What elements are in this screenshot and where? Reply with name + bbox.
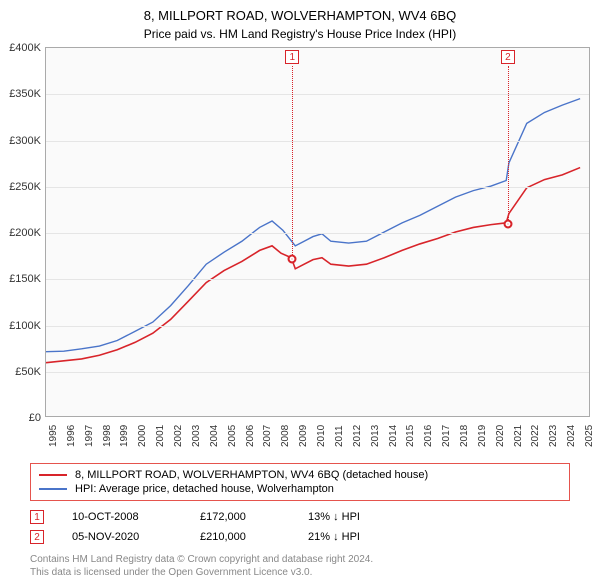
sale-row: 2 05-NOV-2020 £210,000 21% ↓ HPI xyxy=(30,527,570,547)
plot-area: £0£50K£100K£150K£200K£250K£300K£350K£400… xyxy=(45,47,590,417)
marker-line xyxy=(508,66,509,224)
y-tick-label: £0 xyxy=(29,412,41,424)
y-tick-label: £150K xyxy=(9,273,41,285)
x-tick-label: 1997 xyxy=(84,425,95,447)
x-tick-label: 1995 xyxy=(48,425,59,447)
x-tick-label: 2017 xyxy=(441,425,452,447)
sale-flag: 1 xyxy=(30,510,44,524)
legend-label: 8, MILLPORT ROAD, WOLVERHAMPTON, WV4 6BQ… xyxy=(75,469,428,481)
x-tick-label: 2009 xyxy=(298,425,309,447)
footnote-line: This data is licensed under the Open Gov… xyxy=(30,566,570,579)
x-axis-labels: 1995 1996 1997 1998 1999 2000 2001 2002 2003 2004… xyxy=(45,417,590,455)
x-tick-label: 2007 xyxy=(262,425,273,447)
sale-flag: 2 xyxy=(30,530,44,544)
x-tick-label: 2022 xyxy=(530,425,541,447)
chart-container: 8, MILLPORT ROAD, WOLVERHAMPTON, WV4 6BQ… xyxy=(0,0,600,560)
sales-table: 1 10-OCT-2008 £172,000 13% ↓ HPI 2 05-NOV-202… xyxy=(30,507,570,547)
x-tick-label: 2013 xyxy=(370,425,381,447)
x-tick-label: 2006 xyxy=(245,425,256,447)
legend-swatch xyxy=(39,474,67,476)
sale-date: 10-OCT-2008 xyxy=(72,511,172,523)
y-tick-label: £50K xyxy=(15,366,41,378)
series-hpi xyxy=(46,99,580,352)
marker-dot xyxy=(288,254,297,263)
x-tick-label: 2014 xyxy=(388,425,399,447)
x-tick-label: 1999 xyxy=(119,425,130,447)
x-tick-label: 2025 xyxy=(584,425,595,447)
y-tick-label: £100K xyxy=(9,320,41,332)
x-tick-label: 2005 xyxy=(227,425,238,447)
y-tick-label: £300K xyxy=(9,135,41,147)
x-tick-label: 2003 xyxy=(191,425,202,447)
marker-dot xyxy=(503,219,512,228)
legend-item: HPI: Average price, detached house, Wolv… xyxy=(39,482,561,496)
x-tick-label: 1998 xyxy=(102,425,113,447)
sale-date: 05-NOV-2020 xyxy=(72,531,172,543)
legend: 8, MILLPORT ROAD, WOLVERHAMPTON, WV4 6BQ… xyxy=(30,463,570,501)
sale-price: £172,000 xyxy=(200,511,280,523)
sale-diff: 21% ↓ HPI xyxy=(308,531,408,543)
x-tick-label: 2023 xyxy=(548,425,559,447)
x-tick-label: 2015 xyxy=(405,425,416,447)
marker-line xyxy=(292,66,293,259)
gridline xyxy=(46,279,589,280)
x-tick-label: 2000 xyxy=(137,425,148,447)
chart-title: 8, MILLPORT ROAD, WOLVERHAMPTON, WV4 6BQ xyxy=(0,0,600,23)
gridline xyxy=(46,326,589,327)
gridline xyxy=(46,372,589,373)
y-tick-label: £400K xyxy=(9,42,41,54)
sale-diff: 13% ↓ HPI xyxy=(308,511,408,523)
chart-subtitle: Price paid vs. HM Land Registry's House … xyxy=(0,23,600,47)
x-tick-label: 2002 xyxy=(173,425,184,447)
footnote: Contains HM Land Registry data © Crown c… xyxy=(30,553,570,579)
x-tick-label: 2011 xyxy=(334,425,345,447)
sale-row: 1 10-OCT-2008 £172,000 13% ↓ HPI xyxy=(30,507,570,527)
x-tick-label: 2016 xyxy=(423,425,434,447)
x-tick-label: 2001 xyxy=(155,425,166,447)
x-tick-label: 2010 xyxy=(316,425,327,447)
x-tick-label: 2008 xyxy=(280,425,291,447)
gridline xyxy=(46,233,589,234)
sale-price: £210,000 xyxy=(200,531,280,543)
x-tick-label: 2021 xyxy=(513,425,524,447)
legend-swatch xyxy=(39,488,67,490)
legend-item: 8, MILLPORT ROAD, WOLVERHAMPTON, WV4 6BQ… xyxy=(39,468,561,482)
series-property xyxy=(46,168,580,363)
x-tick-label: 2012 xyxy=(352,425,363,447)
x-tick-label: 2024 xyxy=(566,425,577,447)
y-tick-label: £250K xyxy=(9,181,41,193)
marker-flag: 2 xyxy=(501,50,515,64)
y-tick-label: £200K xyxy=(9,227,41,239)
x-tick-label: 2018 xyxy=(459,425,470,447)
x-tick-label: 2004 xyxy=(209,425,220,447)
x-tick-label: 2019 xyxy=(477,425,488,447)
x-tick-label: 1996 xyxy=(66,425,77,447)
y-tick-label: £350K xyxy=(9,88,41,100)
x-tick-label: 2020 xyxy=(495,425,506,447)
legend-label: HPI: Average price, detached house, Wolv… xyxy=(75,483,334,495)
marker-flag: 1 xyxy=(285,50,299,64)
